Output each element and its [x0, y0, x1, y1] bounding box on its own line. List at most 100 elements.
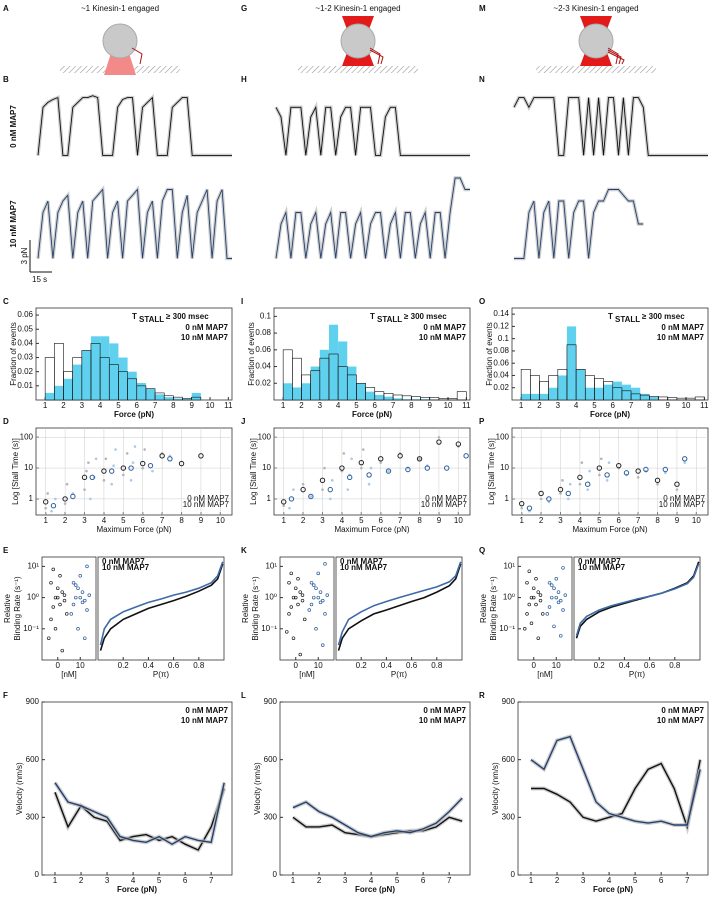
- x-tick-label: 9: [199, 516, 204, 525]
- mean-point: [604, 472, 610, 478]
- mean-point: [288, 496, 295, 502]
- data-point: [63, 502, 67, 505]
- histogram-bar: [347, 366, 357, 400]
- histogram-bar: [621, 384, 632, 400]
- y-axis-label: Binding Rate (s⁻¹): [251, 576, 260, 641]
- histogram-bar: [383, 396, 394, 400]
- x-tick-label: 1: [43, 401, 48, 410]
- histogram-bar: [109, 343, 119, 400]
- data-point: [554, 595, 558, 600]
- histogram-bar: [100, 336, 110, 400]
- data-point: [143, 448, 146, 451]
- force-trace-shadow: [514, 187, 644, 261]
- x-tick-label: 10: [444, 401, 453, 410]
- mean-point: [339, 465, 345, 471]
- annotation: ≥ 300 msec: [166, 312, 209, 321]
- force-trace: [37, 188, 232, 259]
- data-point: [49, 580, 53, 585]
- x-tick-label: 4: [98, 401, 103, 410]
- mean-point: [178, 460, 185, 467]
- x-tick-label: 4: [369, 876, 374, 885]
- x-tick-label: 10: [76, 661, 85, 670]
- x-tick-label: 0.8: [431, 661, 443, 670]
- panel-letter: B: [3, 75, 9, 84]
- plot-frame: [273, 427, 471, 516]
- kinesin: [607, 51, 625, 65]
- y-tick-label: 10¹: [503, 562, 515, 571]
- data-point: [527, 569, 531, 573]
- data-point: [437, 435, 441, 439]
- data-point: [598, 473, 601, 477]
- mean-point: [463, 453, 469, 459]
- data-point: [547, 605, 552, 609]
- panel-letter: N: [479, 75, 485, 84]
- mean-point: [300, 486, 306, 493]
- y-tick-label: 0.08: [493, 346, 509, 355]
- y-tick-label: 600: [26, 755, 40, 764]
- y-tick-label: 0.05: [17, 324, 33, 333]
- x-tick-label: 4: [578, 516, 583, 525]
- panel-letter: M: [479, 4, 486, 13]
- force-trace: [37, 95, 232, 156]
- force-trace: [275, 105, 470, 156]
- x-tick-label: 6: [379, 516, 384, 525]
- histogram-bar: [585, 387, 595, 400]
- data-point: [312, 595, 316, 600]
- x-tick-label: 3: [105, 876, 110, 885]
- y-tick-label: 600: [264, 755, 278, 764]
- column-title: ~1-2 Kinesin-1 engaged: [315, 4, 400, 13]
- x-tick-label: 1: [291, 876, 296, 885]
- data-point: [316, 595, 321, 600]
- mean-point: [147, 462, 154, 469]
- data-point: [675, 488, 679, 491]
- data-point: [82, 636, 87, 640]
- data-point: [307, 608, 312, 612]
- panel-letter: D: [3, 417, 9, 426]
- data-point: [605, 479, 609, 482]
- data-point: [303, 617, 307, 622]
- panel-letter: P: [479, 417, 485, 426]
- data-point: [102, 479, 106, 482]
- histogram-bar: [319, 349, 329, 400]
- legend-label: 10 nM MAP7: [659, 500, 706, 509]
- histogram-bar: [576, 369, 586, 400]
- data-line: [575, 561, 700, 639]
- mean-point: [565, 490, 571, 497]
- x-tick-label: 10: [692, 516, 701, 525]
- x-tick-label: 6: [611, 401, 616, 410]
- panel-letter: J: [241, 417, 245, 426]
- legend-label: 0 nM MAP7: [102, 557, 145, 566]
- x-axis-label: P(π): [153, 670, 170, 679]
- histogram-bar: [328, 324, 339, 400]
- data-point: [536, 590, 540, 594]
- plot-frame: [279, 556, 335, 661]
- y-axis-label: Relative: [479, 594, 488, 623]
- data-point: [529, 621, 534, 626]
- data-point: [60, 590, 64, 594]
- x-tick-label: 3: [581, 876, 586, 885]
- x-tick-label: 0: [56, 661, 61, 670]
- data-point: [55, 595, 60, 600]
- data-point: [525, 580, 529, 585]
- histogram-bar: [338, 341, 348, 400]
- histogram-bar: [557, 375, 567, 400]
- x-tick-label: 2: [63, 516, 68, 525]
- mean-point: [643, 466, 649, 473]
- x-tick-label: 9: [427, 401, 432, 410]
- x-tick-label: 7: [209, 876, 214, 885]
- x-axis-label: Force (pN): [114, 410, 154, 419]
- x-tick-label: 0.4: [143, 661, 155, 670]
- data-point: [312, 583, 316, 587]
- histogram-bar: [301, 383, 311, 400]
- x-tick-label: 0.4: [619, 661, 631, 670]
- histogram-bar: [566, 326, 577, 400]
- x-tick-label: 6: [141, 516, 146, 525]
- data-point: [89, 497, 92, 501]
- data-point: [296, 577, 300, 581]
- annotation: ≥ 300 msec: [642, 312, 685, 321]
- x-tick-label: 0.8: [669, 661, 681, 670]
- x-tick-label: 2: [539, 516, 544, 525]
- microtubule: [536, 66, 656, 73]
- data-point: [62, 598, 67, 603]
- data-point: [309, 580, 314, 585]
